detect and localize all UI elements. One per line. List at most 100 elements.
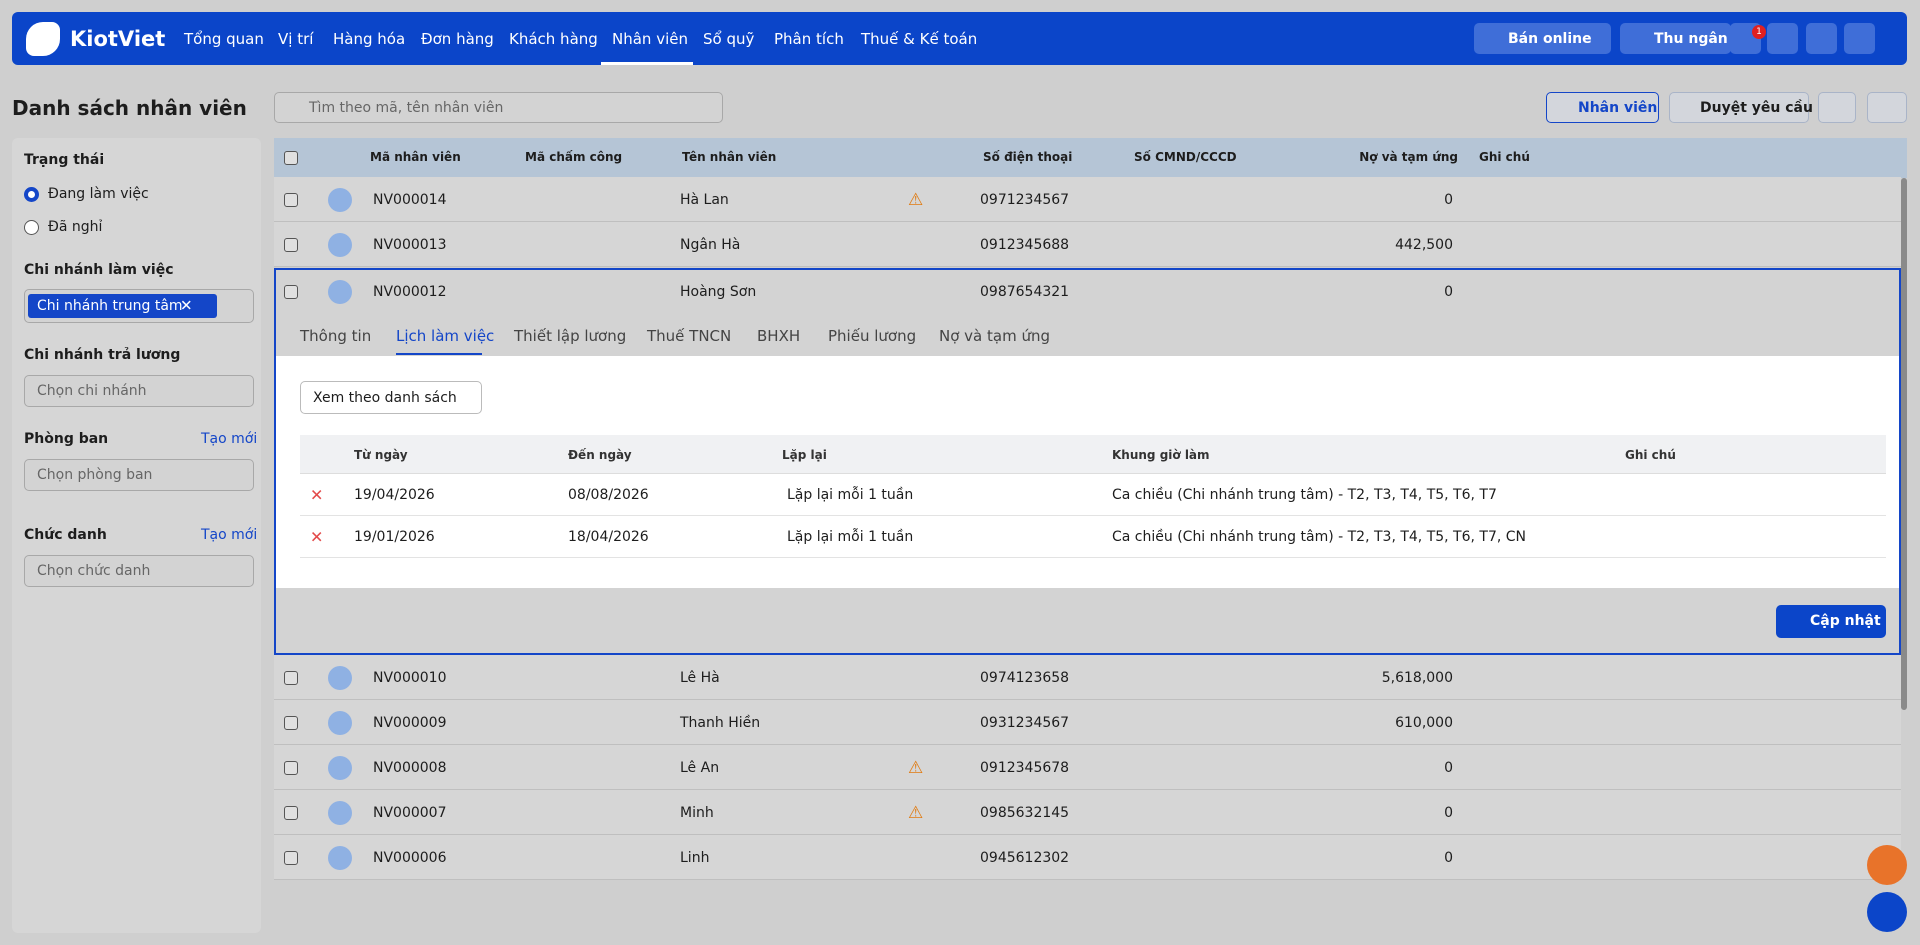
detail-tab[interactable]: BHXH	[757, 327, 801, 345]
checkbox[interactable]	[284, 192, 298, 207]
sidebar	[12, 138, 261, 933]
online-label[interactable]: Bán online	[1508, 31, 1592, 47]
update-label[interactable]: Cập nhật	[1810, 613, 1881, 629]
employee-code: NV000014	[373, 191, 447, 208]
nav-active-underline	[601, 62, 693, 65]
checkbox[interactable]	[284, 760, 298, 775]
schedule-cell: 19/04/2026	[354, 487, 435, 503]
radio[interactable]	[24, 220, 39, 235]
view-select[interactable]	[300, 381, 482, 414]
table-row[interactable]	[274, 745, 1901, 790]
avatar	[328, 187, 352, 212]
employee-name: Linh	[680, 849, 710, 866]
column-header: Mã nhân viên	[370, 150, 461, 164]
avatar	[328, 710, 352, 735]
search[interactable]: Tìm theo mã, tên nhân viên	[274, 92, 723, 123]
employee-code: NV000006	[373, 849, 447, 866]
nav-icon[interactable]	[1767, 23, 1798, 54]
schedule-cell: Lặp lại mỗi 1 tuần	[787, 529, 914, 545]
approve-btn[interactable]	[1669, 92, 1809, 123]
debt: 0	[1444, 804, 1453, 821]
fab-support[interactable]	[1867, 892, 1907, 932]
nav-item[interactable]: Đơn hàng	[421, 30, 494, 48]
add-label[interactable]: Nhân viên	[1578, 100, 1658, 116]
table-row[interactable]	[274, 177, 1901, 222]
checkbox[interactable]	[284, 850, 298, 865]
schedule-cell: 08/08/2026	[568, 487, 649, 503]
nav-item[interactable]: Phân tích	[774, 30, 844, 48]
table-row[interactable]	[274, 655, 1901, 700]
schedule-column: Ghi chú	[1625, 448, 1676, 462]
table-row[interactable]	[274, 700, 1901, 745]
delete-icon[interactable]: ✕	[310, 527, 324, 547]
nav-icon[interactable]	[1844, 23, 1875, 54]
phone: 0987654321	[980, 283, 1070, 300]
table-row[interactable]	[274, 790, 1901, 835]
warning-icon: ⚠	[908, 802, 924, 823]
nav-item[interactable]: Nhân viên	[612, 30, 688, 48]
nav-item[interactable]: Vị trí	[278, 30, 314, 48]
select[interactable]: Chọn chức danh	[24, 555, 254, 587]
debt: 0	[1444, 191, 1453, 208]
employee-code: NV000007	[373, 804, 447, 821]
radio-label[interactable]: Đã nghỉ	[48, 219, 103, 235]
schedule-column: Khung giờ làm	[1112, 448, 1210, 462]
label: Chức danh	[24, 527, 107, 543]
avatar	[328, 800, 352, 825]
column-header: Số điện thoại	[983, 150, 1073, 164]
update-btn[interactable]	[1776, 605, 1886, 638]
view-label[interactable]: Xem theo danh sách	[313, 390, 457, 406]
nav-item[interactable]: Hàng hóa	[333, 30, 406, 48]
nav-icon[interactable]	[1806, 23, 1837, 54]
radio[interactable]	[24, 187, 39, 202]
checkbox[interactable]	[284, 715, 298, 730]
delete-icon[interactable]: ✕	[310, 485, 324, 505]
detail-tab[interactable]: Thông tin	[300, 327, 372, 345]
schedule-cell: 19/01/2026	[354, 529, 435, 545]
create-link[interactable]: Tạo mới	[201, 431, 258, 447]
employee-code: NV000013	[373, 236, 447, 253]
checkbox[interactable]	[284, 805, 298, 820]
nav-item[interactable]: Sổ quỹ	[703, 30, 755, 48]
label: Phòng ban	[24, 431, 109, 447]
logo-icon	[26, 22, 60, 56]
select[interactable]: Chọn chi nhánh	[24, 375, 254, 407]
detail-tab[interactable]: Thuế TNCN	[647, 327, 732, 345]
cashier-label[interactable]: Thu ngân	[1654, 31, 1728, 47]
tag-remove[interactable]: ✕	[180, 296, 193, 315]
avatar	[328, 232, 352, 257]
nav-item[interactable]: Khách hàng	[509, 30, 598, 48]
employee-name: Lê Hà	[680, 669, 720, 686]
fab-star[interactable]	[1867, 845, 1907, 885]
cashier-btn[interactable]	[1620, 23, 1731, 54]
schedule-cell: Ca chiều (Chi nhánh trung tâm) - T2, T3,…	[1112, 487, 1497, 503]
select[interactable]: Chọn phòng ban	[24, 459, 254, 491]
create-link[interactable]: Tạo mới	[201, 527, 258, 543]
detail-tab[interactable]: Lịch làm việc	[396, 327, 495, 345]
table-row[interactable]	[274, 222, 1901, 267]
approve-label[interactable]: Duyệt yêu cầu	[1700, 100, 1813, 116]
detail-tab[interactable]: Phiếu lương	[828, 327, 917, 345]
radio-label[interactable]: Đang làm việc	[48, 186, 149, 202]
nav-item[interactable]: Thuế & Kế toán	[861, 30, 978, 48]
employee-code: NV000012	[373, 283, 447, 300]
checkbox[interactable]	[284, 670, 298, 685]
column-header: Số CMND/CCCD	[1134, 150, 1237, 164]
add-btn[interactable]	[1546, 92, 1659, 123]
layout-btn[interactable]	[1867, 92, 1907, 123]
online-btn[interactable]	[1474, 23, 1611, 54]
schedule-row	[300, 516, 1886, 558]
detail-tab[interactable]: Nợ và tạm ứng	[939, 327, 1050, 345]
checkbox[interactable]	[284, 284, 298, 299]
nav-item[interactable]: Tổng quan	[184, 30, 264, 48]
avatar	[328, 845, 352, 870]
checkbox[interactable]	[284, 151, 298, 165]
column-header: Nợ và tạm ứng	[1359, 150, 1458, 164]
table-row[interactable]	[274, 835, 1901, 880]
checkbox[interactable]	[284, 237, 298, 252]
more-btn[interactable]	[1818, 92, 1856, 123]
schedule-cell: Lặp lại mỗi 1 tuần	[787, 487, 914, 503]
label: Trạng thái	[24, 152, 105, 168]
detail-tab[interactable]: Thiết lập lương	[514, 327, 627, 345]
